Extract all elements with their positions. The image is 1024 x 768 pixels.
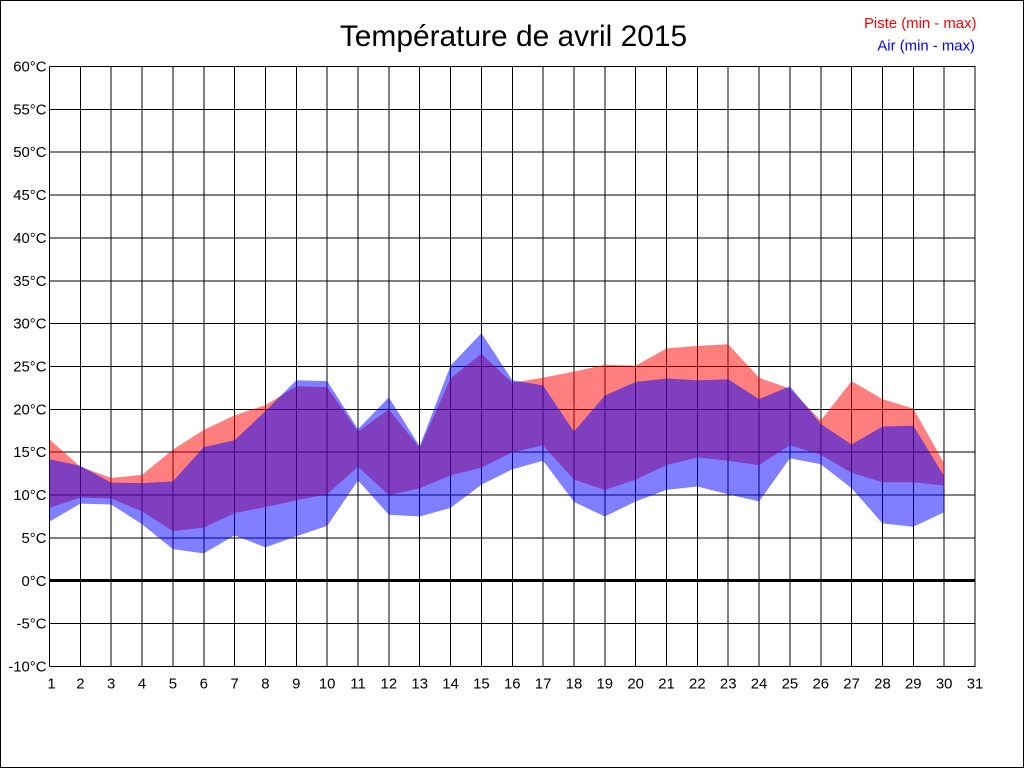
svg-text:30: 30 — [936, 677, 953, 693]
svg-text:28: 28 — [874, 677, 891, 693]
svg-text:23: 23 — [720, 677, 737, 693]
svg-text:16: 16 — [504, 677, 521, 693]
svg-text:10: 10 — [319, 677, 336, 693]
svg-text:30°C: 30°C — [13, 317, 47, 333]
svg-text:35°C: 35°C — [13, 274, 47, 290]
svg-text:-10°C: -10°C — [8, 660, 46, 676]
svg-text:0°C: 0°C — [22, 574, 47, 590]
svg-text:8: 8 — [261, 677, 269, 693]
svg-text:27: 27 — [843, 677, 860, 693]
svg-text:5°C: 5°C — [22, 531, 47, 547]
svg-text:26: 26 — [812, 677, 829, 693]
svg-text:12: 12 — [381, 677, 398, 693]
svg-text:15°C: 15°C — [13, 445, 47, 461]
svg-text:3: 3 — [107, 677, 115, 693]
svg-text:18: 18 — [566, 677, 583, 693]
svg-text:Piste (min - max): Piste (min - max) — [864, 16, 977, 32]
svg-text:20: 20 — [627, 677, 644, 693]
svg-text:21: 21 — [658, 677, 675, 693]
svg-text:9: 9 — [292, 677, 300, 693]
svg-text:11: 11 — [350, 677, 365, 693]
svg-text:13: 13 — [411, 677, 428, 693]
svg-text:29: 29 — [905, 677, 922, 693]
svg-text:Air (min - max): Air (min - max) — [877, 38, 975, 54]
svg-text:50°C: 50°C — [13, 145, 47, 161]
svg-text:60°C: 60°C — [13, 60, 47, 76]
svg-text:6: 6 — [200, 677, 208, 693]
svg-text:25°C: 25°C — [13, 360, 47, 376]
svg-text:22: 22 — [689, 677, 706, 693]
svg-text:15: 15 — [473, 677, 490, 693]
svg-text:7: 7 — [230, 677, 238, 693]
svg-text:1: 1 — [47, 677, 55, 693]
svg-text:20°C: 20°C — [13, 402, 47, 418]
svg-text:40°C: 40°C — [13, 231, 47, 247]
svg-text:19: 19 — [597, 677, 614, 693]
svg-text:14: 14 — [442, 677, 459, 693]
svg-text:24: 24 — [751, 677, 768, 693]
svg-text:45°C: 45°C — [13, 188, 47, 204]
svg-text:Température de avril 2015: Température de avril 2015 — [340, 20, 687, 53]
svg-text:5: 5 — [169, 677, 177, 693]
svg-text:31: 31 — [967, 677, 984, 693]
svg-text:-5°C: -5°C — [17, 617, 47, 633]
svg-text:4: 4 — [138, 677, 146, 693]
svg-text:2: 2 — [76, 677, 84, 693]
svg-text:17: 17 — [535, 677, 552, 693]
svg-text:55°C: 55°C — [13, 102, 47, 118]
svg-text:10°C: 10°C — [13, 488, 47, 504]
svg-text:25: 25 — [782, 677, 799, 693]
